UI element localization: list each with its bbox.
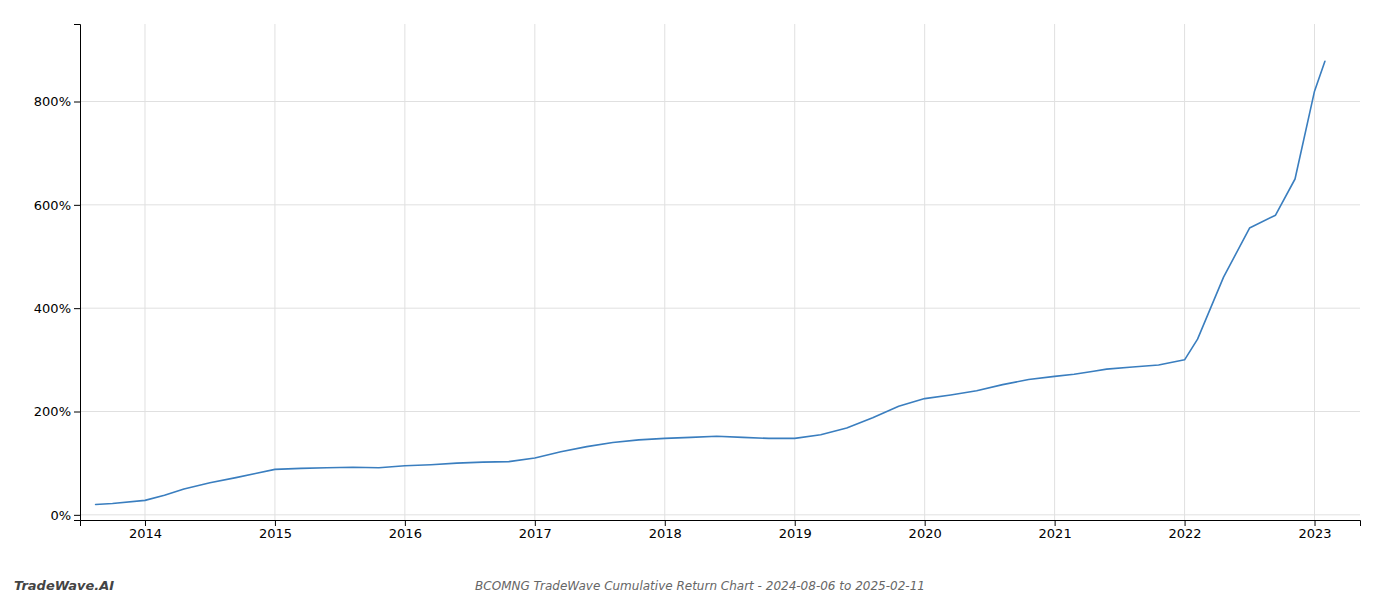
x-tick-label: 2023: [1298, 526, 1331, 541]
y-tick-label: 200%: [34, 404, 71, 419]
x-tick-mark: [405, 520, 406, 526]
x-tick: 2019: [779, 520, 812, 541]
y-tick-mark: [74, 308, 80, 309]
plot-area: [96, 61, 1325, 504]
x-tick-mark: [145, 520, 146, 526]
grid-line-x: [274, 24, 275, 520]
x-tick: 2014: [129, 520, 162, 541]
x-tick-mark: [925, 520, 926, 526]
y-tick: 600%: [34, 197, 80, 212]
y-tick-mark: [74, 412, 80, 413]
grid-line-x: [664, 24, 665, 520]
x-tick-label: 2022: [1169, 526, 1202, 541]
y-tick-mark: [74, 205, 80, 206]
y-tick-mark: [74, 515, 80, 516]
x-tick-label: 2021: [1039, 526, 1072, 541]
y-tick: 800%: [34, 94, 80, 109]
x-tick: 2022: [1169, 520, 1202, 541]
chart-container: 2014 2015 2016 2017 2018 2019 2020 2021 2022 2023…: [0, 0, 1400, 600]
x-tick-mark: [1185, 520, 1186, 526]
x-tick: 2017: [519, 520, 552, 541]
grid-line-x: [144, 24, 145, 520]
title: BCOMNG TradeWave Cumulative Return Chart…: [475, 579, 925, 593]
x-tick-mark: [795, 520, 796, 526]
grid-line-x: [534, 24, 535, 520]
grid-line-x: [404, 24, 405, 520]
grid-line-y: [80, 514, 1360, 515]
grid-line-y: [80, 308, 1360, 309]
x-tick: 2018: [649, 520, 682, 541]
y-tick-label: 400%: [34, 301, 71, 316]
x-tick-mark: [1315, 520, 1316, 526]
y-tick-mark: [74, 102, 80, 103]
x-tick: 2015: [259, 520, 292, 541]
x-tick-mark: [665, 520, 666, 526]
y-tick-label: 0%: [50, 507, 71, 522]
y-tick: 0%: [50, 507, 80, 522]
grid-line-x: [1314, 24, 1315, 520]
grid-line-x: [794, 24, 795, 520]
grid-line-x: [1184, 24, 1185, 520]
x-tick-mark: [275, 520, 276, 526]
grid-line-y: [80, 411, 1360, 412]
x-tick-label: 2015: [259, 526, 292, 541]
x-tick-label: 2017: [519, 526, 552, 541]
x-axis-line: [81, 521, 1361, 527]
grid-line-y: [80, 101, 1360, 102]
y-axis: 0% 200% 400% 600% 800%: [34, 25, 81, 523]
y-tick: 400%: [34, 301, 80, 316]
y-tick-label: 600%: [34, 197, 71, 212]
grid-line-y: [80, 204, 1360, 205]
y-tick-label: 800%: [34, 94, 71, 109]
chart-svg: 2014 2015 2016 2017 2018 2019 2020 2021 2022 2023…: [0, 0, 1400, 600]
x-tick-label: 2018: [649, 526, 682, 541]
x-tick: 2023: [1298, 520, 1331, 541]
x-tick-label: 2019: [779, 526, 812, 541]
background: [0, 0, 1400, 600]
x-tick: 2016: [389, 520, 422, 541]
x-tick-label: 2016: [389, 526, 422, 541]
grid-line-x: [924, 24, 925, 520]
grid: [80, 24, 1360, 520]
line: [96, 61, 1325, 504]
x-axis: 2014 2015 2016 2017 2018 2019 2020 2021 2022 2023: [81, 520, 1361, 541]
x-tick-mark: [535, 520, 536, 526]
x-tick-label: 2020: [909, 526, 942, 541]
y-tick: 200%: [34, 404, 80, 419]
y-axis-line: [74, 25, 81, 521]
x-tick-mark: [1055, 520, 1056, 526]
x-tick: 2020: [909, 520, 942, 541]
x-tick-label: 2014: [129, 526, 162, 541]
watermark: TradeWave.AI: [14, 578, 114, 593]
x-tick: 2021: [1039, 520, 1072, 541]
grid-line-x: [1054, 24, 1055, 520]
